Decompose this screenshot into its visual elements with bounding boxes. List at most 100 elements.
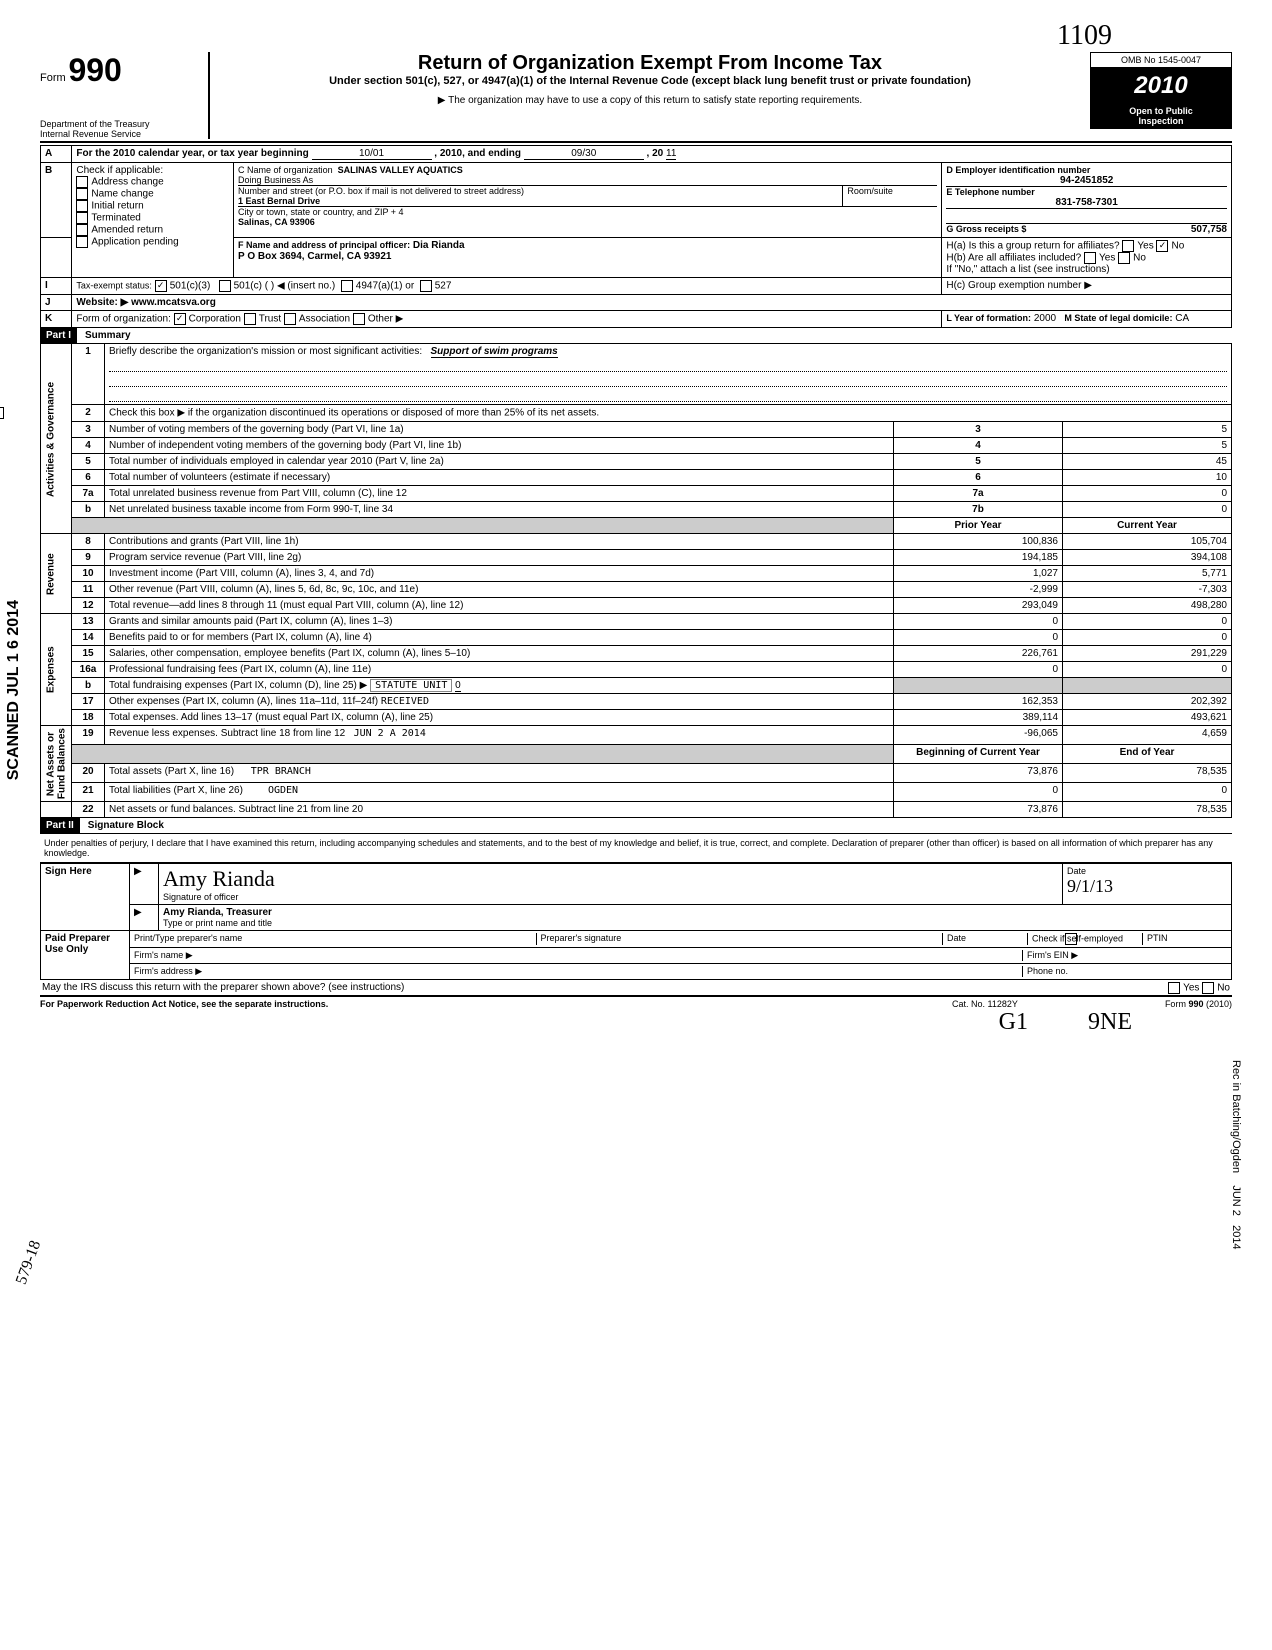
opt-name: Name change [91, 189, 153, 200]
l12p: 293,049 [894, 598, 1063, 614]
inspection: Inspection [1138, 116, 1183, 126]
g-label: G Gross receipts $ [946, 224, 1026, 234]
no1: No [1171, 241, 1184, 252]
cb-term[interactable] [76, 212, 88, 224]
form-prefix: Form [40, 72, 66, 84]
nc6: 6 [894, 470, 1063, 486]
l21: Total liabilities (Part X, line 26) [109, 785, 243, 796]
hand-g1: G1 [999, 1009, 1028, 1036]
ln8: 8 [72, 534, 105, 550]
m-label: M State of legal domicile: [1064, 313, 1172, 323]
l10: Investment income (Part VIII, column (A)… [105, 566, 894, 582]
l18p: 389,114 [894, 710, 1063, 726]
subtitle: Under section 501(c), 527, or 4947(a)(1)… [210, 75, 1090, 87]
ln7b: b [72, 502, 105, 518]
cb-hb-yes[interactable] [1084, 252, 1096, 264]
l14p: 0 [894, 630, 1063, 646]
a-mid: , 2010, and ending [434, 148, 521, 159]
l17p: 162,353 [894, 694, 1063, 710]
firm-name: Firm's name ▶ [134, 950, 1022, 961]
cb-app[interactable] [76, 236, 88, 248]
year: 2010 [1091, 68, 1231, 104]
ln16b: b [72, 678, 105, 694]
side-rev: Revenue [41, 534, 72, 614]
l16ac: 0 [1063, 662, 1232, 678]
nc3: 3 [894, 422, 1063, 438]
nc5: 5 [894, 454, 1063, 470]
nc4: 4 [894, 438, 1063, 454]
ln19: 19 [72, 726, 105, 745]
ln18: 18 [72, 710, 105, 726]
label-b: B [41, 163, 72, 238]
l7b: Net unrelated business taxable income fr… [105, 502, 894, 518]
l8: Contributions and grants (Part VIII, lin… [105, 534, 894, 550]
firm-addr: Firm's address ▶ [134, 966, 1022, 977]
cb-other[interactable] [353, 313, 365, 325]
hdr-curr: Current Year [1063, 518, 1232, 534]
open-public: Open to Public [1129, 106, 1193, 116]
cb-disc-no[interactable] [1202, 982, 1214, 994]
right-stamp: Rec in Batching/Ogden JUN 2 2014 [1230, 1060, 1242, 1250]
cb-4947[interactable] [341, 280, 353, 292]
cb-corp[interactable]: ✓ [174, 313, 186, 325]
l16a: Professional fundraising fees (Part IX, … [105, 662, 894, 678]
ln9: 9 [72, 550, 105, 566]
cat: Cat. No. 11282Y [952, 999, 1092, 1009]
cb-self[interactable] [1065, 933, 1077, 945]
l16bv: 0 [455, 680, 461, 692]
ptin-lbl: PTIN [1143, 933, 1227, 945]
hdr-prior: Prior Year [894, 518, 1063, 534]
paid-prep: Paid Preparer Use Only [41, 931, 130, 980]
l3: Number of voting members of the governin… [105, 422, 894, 438]
sign-date: 9/1/13 [1067, 876, 1227, 897]
cb-assoc[interactable] [284, 313, 296, 325]
l3v: 5 [1063, 422, 1232, 438]
nc7a: 7a [894, 486, 1063, 502]
room-lbl: Room/suite [842, 186, 937, 206]
side-na: Net Assets or Fund Balances [41, 726, 72, 802]
sig-lbl: Signature of officer [163, 892, 1058, 902]
l1: Briefly describe the organization's miss… [109, 346, 422, 357]
ln21: 21 [72, 783, 105, 802]
l10c: 5,771 [1063, 566, 1232, 582]
ln15: 15 [72, 646, 105, 662]
cb-501c[interactable] [219, 280, 231, 292]
cb-init[interactable] [76, 200, 88, 212]
cb-addr[interactable] [76, 176, 88, 188]
opt-term: Terminated [91, 213, 140, 224]
l18c: 493,621 [1063, 710, 1232, 726]
part1: Part I [40, 328, 77, 343]
ln2: 2 [72, 405, 105, 422]
cb-disc-yes[interactable] [1168, 982, 1180, 994]
l9: Program service revenue (Part VIII, line… [105, 550, 894, 566]
ln7a: 7a [72, 486, 105, 502]
cb-ha-no[interactable]: ✓ [1156, 240, 1168, 252]
cb-527[interactable] [420, 280, 432, 292]
dept1: Department of the Treasury [40, 119, 200, 129]
k-label: Form of organization: [76, 314, 171, 325]
org-name: SALINAS VALLEY AQUATICS [338, 165, 463, 175]
d-label: D Employer identification number [946, 165, 1227, 175]
self-emp: Check if self-employed [1032, 934, 1123, 944]
hb: H(b) Are all affiliates included? [946, 253, 1081, 264]
cb-501c3[interactable]: ✓ [155, 280, 167, 292]
cb-name[interactable] [76, 188, 88, 200]
l15c: 291,229 [1063, 646, 1232, 662]
cb-hb-no[interactable] [1118, 252, 1130, 264]
l11p: -2,999 [894, 582, 1063, 598]
cb-amend[interactable] [76, 224, 88, 236]
k-o4: Other ▶ [368, 314, 403, 325]
cb-ha-yes[interactable] [1122, 240, 1134, 252]
a-label: For the 2010 calendar year, or tax year … [76, 148, 308, 159]
l-label: L Year of formation: [946, 313, 1031, 323]
cb-trust[interactable] [244, 313, 256, 325]
signature: Amy Rianda [163, 866, 1058, 892]
cb-l2[interactable] [0, 407, 4, 419]
a-yr2: 11 [666, 148, 676, 160]
l15p: 226,761 [894, 646, 1063, 662]
l11c: -7,303 [1063, 582, 1232, 598]
city: Salinas, CA 93906 [238, 217, 315, 227]
stamp-tpr: TPR BRANCH [251, 766, 311, 777]
hdr-eoy: End of Year [1063, 745, 1232, 764]
title: Return of Organization Exempt From Incom… [210, 52, 1090, 75]
